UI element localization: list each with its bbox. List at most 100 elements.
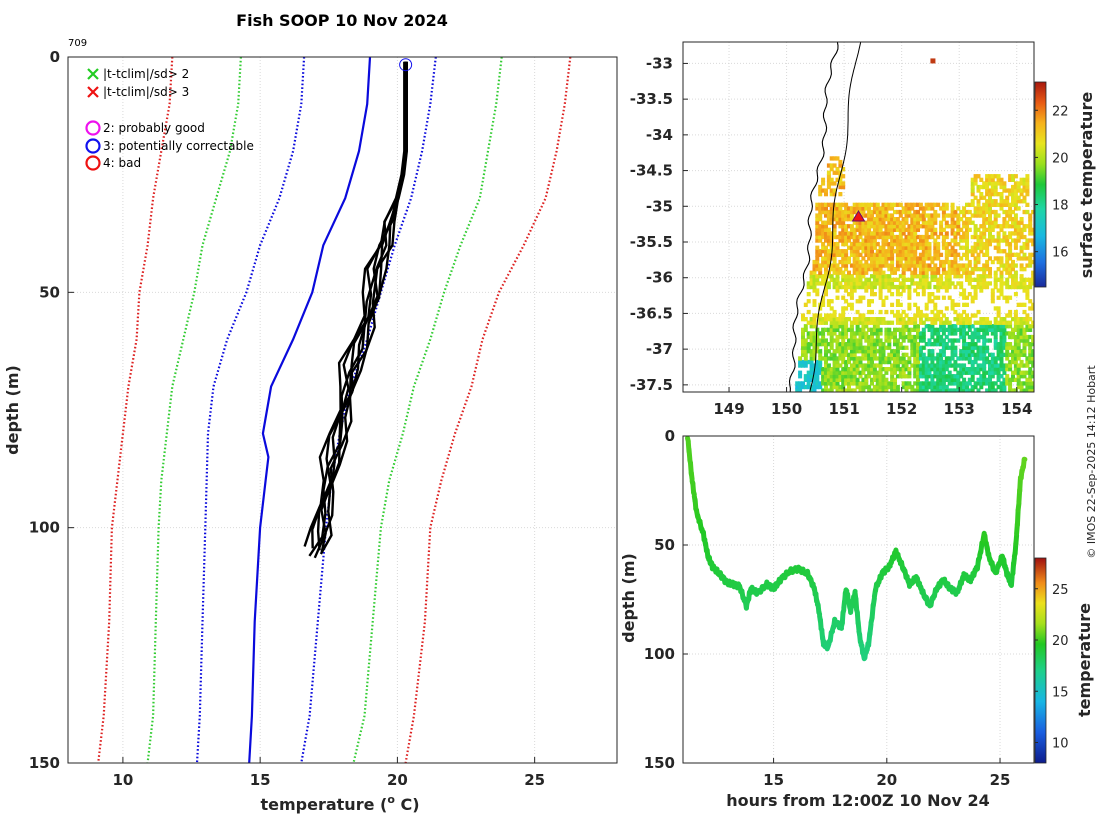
sst-pixel [887,284,892,290]
sst-pixel [864,231,869,236]
sst-pixel [867,356,872,361]
sst-pixel [993,184,998,190]
sst-pixel [861,349,866,354]
sst-pixel [1019,320,1024,325]
sst-pixel [993,317,998,322]
sst-pixel [921,345,926,350]
sst-pixel [1002,209,1007,215]
sst-pixel [890,270,895,275]
sst-pixel [878,281,883,286]
sst-pixel [887,331,892,336]
sst-pixel [944,249,949,254]
sst-pixel [973,334,978,340]
sst-pixel [921,270,926,275]
sst-pixel [927,370,932,375]
sst-pixel [884,263,889,268]
sst-pixel [993,274,998,279]
sst-pixel [1019,217,1024,222]
sst-pixel [1016,220,1021,225]
sst-pixel [1019,263,1024,268]
sst-pixel [893,313,897,318]
sst-pixel [993,331,998,336]
sst-pixel [962,252,967,257]
sst-pixel [826,259,831,265]
sst-pixel [878,320,883,325]
sst-pixel [1019,374,1024,379]
sst-pixel [1031,209,1034,215]
sst-pixel [878,259,883,265]
sst-pixel [982,242,987,247]
sst-pixel [927,327,932,332]
sst-pixel [941,217,946,222]
sst-pixel [872,267,877,272]
sst-pixel [904,227,909,232]
sst-pixel [901,338,906,343]
sst-pixel [895,227,900,232]
sst-pixel [881,217,886,222]
sst-pixel [904,256,909,261]
sst-pixel [1031,238,1034,243]
sst-pixel [962,295,967,300]
map-y-tick-label: -33 [646,54,673,72]
sst-pixel [890,224,895,229]
sst-pixel [824,227,828,232]
sst-pixel [941,367,946,372]
sst-pixel [878,349,883,354]
sst-pixel [1031,374,1034,379]
sst-pixel [1011,199,1015,204]
sst-pixel [962,331,967,336]
sst-pixel [867,299,872,304]
sst-pixel [852,256,857,261]
sst-pixel [939,231,944,236]
sst-pixel [826,284,831,290]
sst-pixel [809,349,814,354]
sst-pixel [838,177,843,182]
sst-pixel [838,159,843,165]
sst-pixel [901,367,906,372]
sst-pixel [838,231,843,236]
sst-pixel [921,213,926,218]
sst-pixel [841,184,846,190]
sst-pixel [878,245,883,250]
sst-pixel [996,313,1001,318]
sst-pixel [985,274,990,279]
sst-pixel [990,388,995,392]
sst-pixel [904,249,909,254]
sst-pixel [967,227,972,232]
sst-pixel [852,259,857,265]
sst-pixel [849,263,854,268]
sst-pixel [818,317,823,322]
sst-pixel [1016,252,1021,257]
sst-pixel [1008,177,1013,182]
sst-pixel [982,374,987,379]
sst-pixel [881,202,886,207]
sst-pixel [841,306,846,311]
sst-pixel [835,263,840,268]
sst-pixel [1008,342,1013,347]
sst-pixel [829,299,834,304]
sst-pixel [832,192,837,197]
sst-pixel [967,202,972,207]
sst-pixel [965,263,969,268]
sst-pixel [973,263,978,268]
sst-pixel [993,359,998,365]
sst-pixel [1022,224,1027,229]
sst-pixel [826,302,831,307]
sst-pixel [864,249,869,254]
temperature-colorbar-tick-label: 10 [1052,737,1069,752]
sst-pixel [812,352,817,357]
sst-pixel [1011,224,1015,229]
sst-pixel [950,202,955,207]
map-x-tick-label: 150 [771,400,802,418]
sst-pixel [921,238,926,243]
legend-label: |t-tclim|/sd> 3 [103,85,189,99]
sst-pixel [985,359,990,365]
sst-pixel [890,331,895,336]
sst-pixel [847,381,851,386]
sst-pixel [1016,374,1021,379]
sst-pixel [962,234,967,240]
sst-pixel [913,270,918,275]
sst-pixel [921,292,926,297]
coastline [788,42,866,392]
sst-pixel [979,345,984,350]
